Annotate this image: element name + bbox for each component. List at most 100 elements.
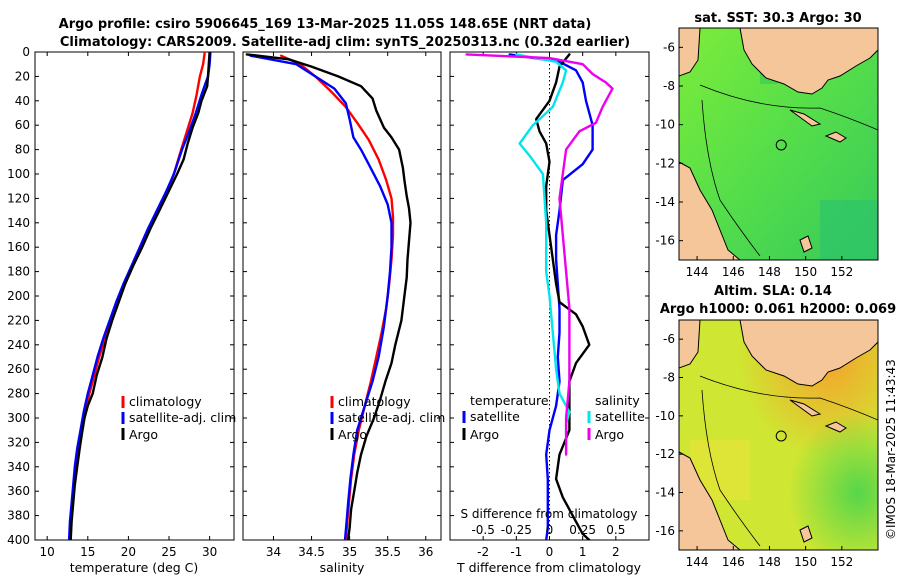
x-tick-label: 35.5 xyxy=(374,545,401,559)
y-tick-label: 400 xyxy=(7,533,30,547)
y-tick-label: 300 xyxy=(7,411,30,425)
x-tick-label: -2 xyxy=(477,545,489,559)
series-line-t-satellite xyxy=(508,53,594,540)
map-x-tick-label: 152 xyxy=(830,555,853,569)
salinity-axes-box xyxy=(242,51,442,541)
difference-legend: temperature satellite Argo salinity sate… xyxy=(462,393,645,442)
x-tick-label: 20 xyxy=(121,545,136,559)
salinity-panel: 34 34.5 35 35.5 36 salinity climatology sate… xyxy=(242,51,445,575)
map-y-tick-label: -14 xyxy=(655,195,675,209)
temperature-lines xyxy=(67,52,212,540)
map-x-tick-label: 144 xyxy=(686,555,709,569)
island xyxy=(789,399,822,417)
s-difference-xlabel: S difference from climatology xyxy=(461,507,638,521)
temperature-axes-box xyxy=(34,51,235,541)
y-tick-label: 320 xyxy=(7,435,30,449)
sla-map-subtitle: Argo h1000: 0.061 h2000: 0.069 xyxy=(660,302,896,317)
sla-map-title: Altim. SLA: 0.14 xyxy=(714,284,832,299)
island xyxy=(799,525,813,543)
series-line-satellite-adj-clim xyxy=(249,54,393,540)
island xyxy=(789,109,822,127)
legend-satellite-label: satellite-adj. clim xyxy=(338,410,445,425)
figure-title-line2: Climatology: CARS2009. Satellite-adj cli… xyxy=(60,35,630,50)
x-tick-label: 10 xyxy=(40,545,55,559)
map-y-tick-label: -10 xyxy=(655,409,675,423)
map-y-tick-label: -12 xyxy=(655,447,675,461)
y-tick-label: 240 xyxy=(7,338,30,352)
y-tick-label: 100 xyxy=(7,167,30,181)
imos-watermark: ©IMOS 18-Mar-2025 11:43:43 xyxy=(884,359,898,540)
s-tick-label: -0.5 xyxy=(471,523,494,537)
difference-lines xyxy=(465,53,614,540)
map-y-tick-label: -14 xyxy=(655,486,675,500)
y-tick-label: 220 xyxy=(7,313,30,327)
figure-title-line1: Argo profile: csiro 5906645_169 13-Mar-2… xyxy=(59,17,592,32)
x-tick-label: 34.5 xyxy=(298,545,325,559)
y-tick-label: 80 xyxy=(15,143,30,157)
salinity-xlabel: salinity xyxy=(320,560,365,575)
y-tick-label: 360 xyxy=(7,484,30,498)
x-tick-label: -1 xyxy=(510,545,522,559)
legend-t-argo-label: Argo xyxy=(470,427,499,442)
map-y-tick-label: -6 xyxy=(663,332,675,346)
legend-t-satellite-label: satellite xyxy=(470,409,520,424)
x-tick-label: 35 xyxy=(342,545,357,559)
legend-s-argo-label: Argo xyxy=(595,427,624,442)
series-line-t-argo xyxy=(535,53,591,540)
map-y-tick-label: -8 xyxy=(663,79,675,93)
y-tick-label: 340 xyxy=(7,460,30,474)
legend-s-satellite-label: satellite xyxy=(595,409,645,424)
sst-map-ticks: 144 146 148 150 152 -6 -8 -10 -12 -14 -16 xyxy=(655,40,853,279)
island xyxy=(799,235,813,253)
sla-map-ticks: 144 146 148 150 152 -6 -8 -10 -12 -14 -16 xyxy=(655,332,853,569)
salinity-legend: climatology satellite-adj. clim Argo xyxy=(330,394,445,442)
s-tick-label: 0 xyxy=(546,523,554,537)
legend-argo-label: Argo xyxy=(129,427,158,442)
sla-map: Altim. SLA: 0.14 Argo h1000: 0.061 h2000… xyxy=(655,284,896,569)
s-tick-label: 0.25 xyxy=(569,523,596,537)
series-line-argo xyxy=(245,53,412,540)
y-tick-label: 160 xyxy=(7,240,30,254)
map-x-tick-label: 146 xyxy=(722,555,745,569)
y-tick-label: 280 xyxy=(7,387,30,401)
map-y-tick-label: -10 xyxy=(655,118,675,132)
legend-climatology-label: climatology xyxy=(129,394,202,409)
difference-panel: -2 -1 0 1 2 T difference from climatology S … xyxy=(449,51,650,575)
y-tick-label: 40 xyxy=(15,94,30,108)
map-x-tick-label: 148 xyxy=(758,265,781,279)
map-x-tick-label: 144 xyxy=(686,265,709,279)
sst-map: sat. SST: 30.3 Argo: 30 144 146 148 150 152 -… xyxy=(655,11,879,279)
temperature-legend: climatology satellite-adj. clim Argo xyxy=(121,394,236,442)
y-tick-label: 0 xyxy=(22,45,30,59)
s-tick-label: -0.25 xyxy=(501,523,532,537)
map-y-tick-label: -16 xyxy=(655,524,675,538)
y-tick-label: 140 xyxy=(7,216,30,230)
map-y-tick-label: -12 xyxy=(655,156,675,170)
reef-contour xyxy=(699,375,878,421)
island xyxy=(824,131,847,143)
shelf-contour xyxy=(701,389,761,547)
sst-map-frame xyxy=(678,27,879,261)
legend-salinity-title: salinity xyxy=(595,393,640,408)
legend-temperature-title: temperature xyxy=(470,393,549,408)
temperature-ticks: 10 15 20 25 30020406080100120140160180200220… xyxy=(7,45,234,559)
sst-patch xyxy=(820,200,878,260)
map-y-tick-label: -6 xyxy=(663,40,675,54)
land-west xyxy=(679,320,701,369)
map-x-tick-label: 146 xyxy=(722,265,745,279)
x-tick-label: 34 xyxy=(266,545,281,559)
map-y-tick-label: -16 xyxy=(655,234,675,248)
y-tick-label: 60 xyxy=(15,118,30,132)
y-tick-label: 180 xyxy=(7,265,30,279)
series-line-argo xyxy=(69,52,211,540)
reef-contour xyxy=(699,84,878,131)
s-tick-label: 0.5 xyxy=(606,523,625,537)
map-x-tick-label: 150 xyxy=(794,555,817,569)
map-x-tick-label: 150 xyxy=(794,265,817,279)
series-line-s-argo xyxy=(465,53,614,456)
salinity-ticks: 34 34.5 35 35.5 36 xyxy=(243,51,441,559)
x-tick-label: 2 xyxy=(612,545,620,559)
x-tick-label: 25 xyxy=(161,545,176,559)
island xyxy=(824,421,847,433)
